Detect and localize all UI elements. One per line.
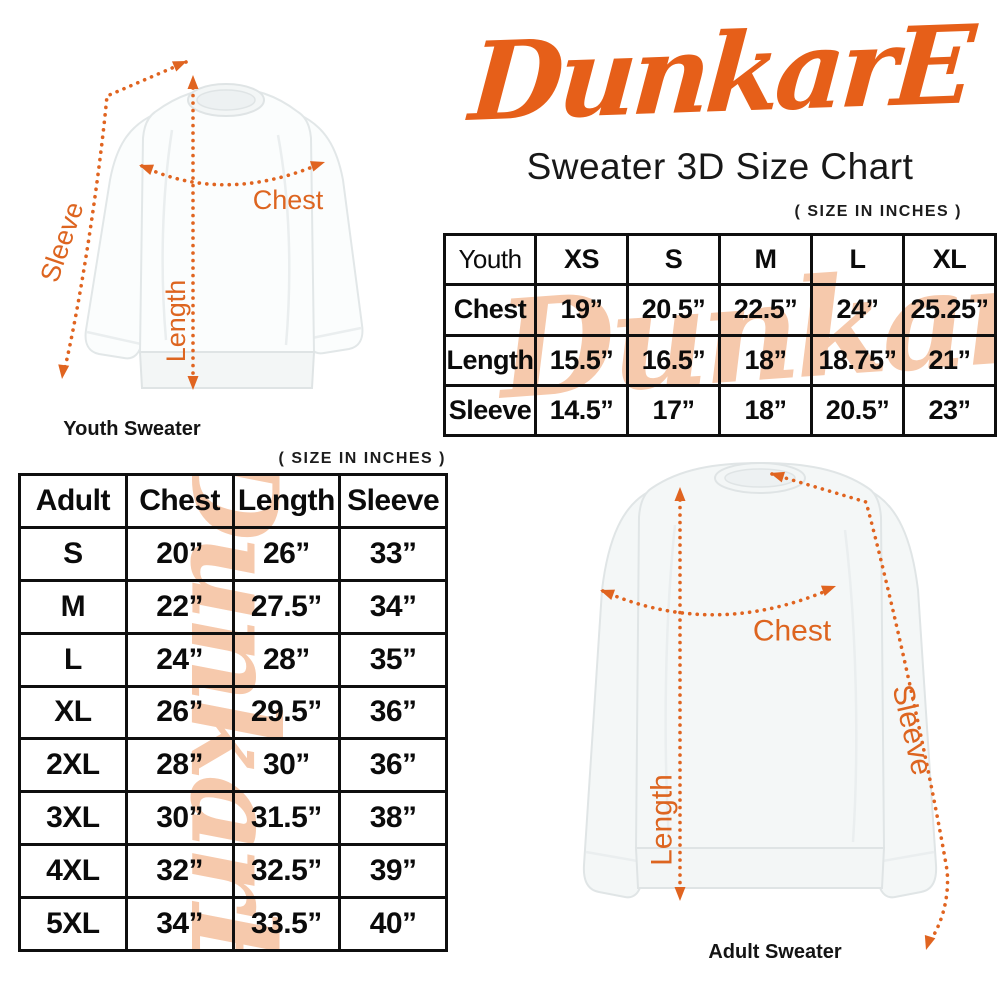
size-value-cell: 26”	[124, 684, 235, 741]
table-corner-header: Youth	[443, 233, 537, 287]
size-value-cell: 27.5”	[231, 578, 342, 635]
size-value-cell: 35”	[338, 631, 448, 688]
size-value-cell: 34”	[124, 896, 235, 952]
size-value-cell: 33”	[338, 525, 448, 582]
table-col-header: XS	[534, 233, 629, 287]
size-value-cell: 24”	[810, 283, 905, 337]
size-value-cell: 38”	[338, 790, 448, 847]
size-value-cell: 20”	[124, 525, 235, 582]
table-row: L 24” 28” 35”	[18, 631, 448, 688]
size-value-cell: 25.25”	[902, 283, 997, 337]
table-row-label: Chest	[443, 283, 537, 337]
table-row-label: 5XL	[18, 896, 128, 952]
adult-length-measure: Length	[646, 487, 686, 901]
size-value-cell: 28”	[124, 737, 235, 794]
youth-caption: Youth Sweater	[63, 418, 201, 440]
table-row-label: 2XL	[18, 737, 128, 794]
table-row: Chest 19” 20.5” 22.5” 24” 25.25”	[443, 283, 997, 337]
youth-sweater-illustration: Sleeve Length Chest	[34, 60, 364, 390]
table-row: S 20” 26” 33”	[18, 525, 448, 582]
table-row: XL 26” 29.5” 36”	[18, 684, 448, 741]
size-value-cell: 14.5”	[534, 383, 629, 437]
table-col-header: XL	[902, 233, 997, 287]
youth-table-wrap: DunkarE Youth XS S M L XL Chest 19” 20.5” 22.5” 24…	[443, 233, 997, 437]
adult-units-note: ( SIZE IN INCHES )	[278, 450, 446, 467]
size-value-cell: 32”	[124, 843, 235, 899]
table-row: 4XL 32” 32.5” 39”	[18, 843, 448, 899]
adult-length-label: Length	[646, 774, 679, 866]
size-value-cell: 17”	[626, 383, 721, 437]
size-value-cell: 36”	[338, 684, 448, 741]
adult-chest-label: Chest	[753, 615, 832, 648]
size-value-cell: 26”	[231, 525, 342, 582]
table-col-header: S	[626, 233, 721, 287]
brand-logo: DunkarE	[465, 2, 975, 146]
size-value-cell: 36”	[338, 737, 448, 794]
youth-units-note: ( SIZE IN INCHES )	[794, 203, 962, 220]
size-value-cell: 40”	[338, 896, 448, 952]
size-value-cell: 18”	[718, 333, 813, 387]
youth-size-table: Youth XS S M L XL Chest 19” 20.5” 22.5” 24” 25.25” L…	[443, 233, 997, 437]
size-value-cell: 20.5”	[626, 283, 721, 337]
table-col-header: M	[718, 233, 813, 287]
size-value-cell: 30”	[124, 790, 235, 847]
size-value-cell: 23”	[902, 383, 997, 437]
size-value-cell: 30”	[231, 737, 342, 794]
table-row-label: M	[18, 578, 128, 635]
table-corner-header: Adult	[18, 473, 128, 529]
table-col-header: Chest	[124, 473, 235, 529]
table-row-label: L	[18, 631, 128, 688]
adult-chest-measure: Chest	[600, 585, 836, 648]
page-title: Sweater 3D Size Chart	[526, 146, 914, 187]
adult-sweater-graphic	[582, 461, 938, 899]
table-col-header: Length	[231, 473, 342, 529]
table-row: 2XL 28” 30” 36”	[18, 737, 448, 794]
youth-sleeve-label: Sleeve	[34, 198, 89, 286]
size-value-cell: 29.5”	[231, 684, 342, 741]
size-value-cell: 20.5”	[810, 383, 905, 437]
table-row: 3XL 30” 31.5” 38”	[18, 790, 448, 847]
adult-size-table: Adult Chest Length Sleeve S 20” 26” 33” M 22” 27.5…	[18, 473, 448, 952]
table-row-label: S	[18, 525, 128, 582]
table-header-row: Adult Chest Length Sleeve	[18, 473, 448, 529]
adult-table-wrap: DunkarE Adult Chest Length Sleeve S 20” 26” 33”…	[18, 473, 448, 952]
table-header-row: Youth XS S M L XL	[443, 233, 997, 287]
youth-chest-label: Chest	[253, 185, 324, 215]
youth-length-label: Length	[161, 280, 191, 363]
youth-sweater-graphic	[84, 83, 364, 389]
table-col-header: Sleeve	[338, 473, 448, 529]
size-value-cell: 18”	[718, 383, 813, 437]
youth-chest-measure: Chest	[139, 161, 325, 215]
size-value-cell: 39”	[338, 843, 448, 899]
table-row-label: Sleeve	[443, 383, 537, 437]
size-value-cell: 24”	[124, 631, 235, 688]
size-value-cell: 22.5”	[718, 283, 813, 337]
size-value-cell: 31.5”	[231, 790, 342, 847]
size-value-cell: 32.5”	[231, 843, 342, 899]
size-value-cell: 33.5”	[231, 896, 342, 952]
table-row-label: 4XL	[18, 843, 128, 899]
size-value-cell: 15.5”	[534, 333, 629, 387]
table-col-header: L	[810, 233, 905, 287]
size-value-cell: 28”	[231, 631, 342, 688]
youth-length-measure: Length	[161, 75, 199, 390]
size-value-cell: 21”	[902, 333, 997, 387]
table-row-label: 3XL	[18, 790, 128, 847]
size-value-cell: 19”	[534, 283, 629, 337]
table-row: Sleeve 14.5” 17” 18” 20.5” 23”	[443, 383, 997, 437]
table-row: Length 15.5” 16.5” 18” 18.75” 21”	[443, 333, 997, 387]
table-row: 5XL 34” 33.5” 40”	[18, 896, 448, 952]
adult-sweater-illustration: Length Chest Sleeve	[582, 461, 950, 950]
table-row: M 22” 27.5” 34”	[18, 578, 448, 635]
table-row-label: XL	[18, 684, 128, 741]
size-value-cell: 18.75”	[810, 333, 905, 387]
table-row-label: Length	[443, 333, 537, 387]
adult-caption: Adult Sweater	[708, 941, 842, 963]
size-value-cell: 22”	[124, 578, 235, 635]
size-value-cell: 34”	[338, 578, 448, 635]
size-value-cell: 16.5”	[626, 333, 721, 387]
